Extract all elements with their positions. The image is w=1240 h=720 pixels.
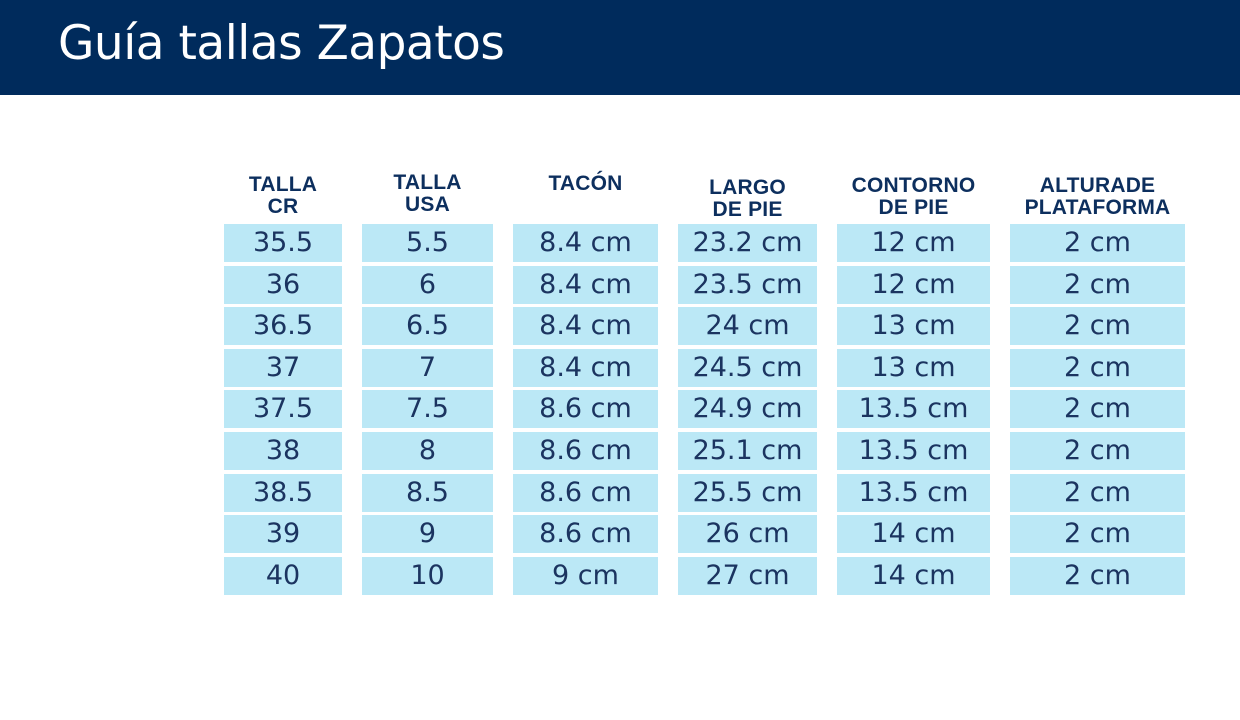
column-header-line1: ALTURADE	[1039, 174, 1156, 197]
table-cell-talla-cr: 35.5	[224, 224, 342, 262]
column-header-line2: CR	[267, 195, 299, 218]
table-cell-tacon: 8.6 cm	[513, 515, 658, 553]
table-cell-tacon: 8.4 cm	[513, 266, 658, 304]
table-cell-largo-de-pie: 23.2 cm	[678, 224, 817, 262]
table-cell-altura-plataforma: 2 cm	[1010, 307, 1185, 345]
table-cell-talla-usa: 10	[362, 557, 493, 595]
column-header-line1: TACÓN	[548, 172, 623, 195]
table-cell-largo-de-pie: 27 cm	[678, 557, 817, 595]
table-cell-contorno-de-pie: 13 cm	[837, 349, 990, 387]
header-bar: Guía tallas Zapatos	[0, 0, 1240, 95]
table-cell-largo-de-pie: 25.1 cm	[678, 432, 817, 470]
table-cell-largo-de-pie: 24.9 cm	[678, 390, 817, 428]
table-cell-talla-cr: 38	[224, 432, 342, 470]
table-cell-altura-plataforma: 2 cm	[1010, 224, 1185, 262]
column-header-line2: USA	[405, 193, 450, 216]
table-cell-talla-usa: 9	[362, 515, 493, 553]
table-cell-tacon: 8.4 cm	[513, 224, 658, 262]
table-cell-altura-plataforma: 2 cm	[1010, 432, 1185, 470]
table-cell-contorno-de-pie: 13.5 cm	[837, 432, 990, 470]
table-cell-contorno-de-pie: 13.5 cm	[837, 474, 990, 512]
column-header-tacon: TACÓN	[513, 173, 658, 195]
table-cell-largo-de-pie: 23.5 cm	[678, 266, 817, 304]
table-cell-tacon: 8.6 cm	[513, 474, 658, 512]
column-header-altura-plataforma: ALTURADE PLATAFORMA	[1010, 175, 1185, 219]
table-cell-talla-cr: 37	[224, 349, 342, 387]
table-cell-altura-plataforma: 2 cm	[1010, 390, 1185, 428]
table-cell-talla-usa: 7.5	[362, 390, 493, 428]
column-header-line1: CONTORNO	[851, 174, 976, 197]
page-title: Guía tallas Zapatos	[58, 16, 505, 71]
table-cell-altura-plataforma: 2 cm	[1010, 266, 1185, 304]
table-cell-tacon: 8.4 cm	[513, 307, 658, 345]
table-cell-talla-usa: 8	[362, 432, 493, 470]
table-cell-largo-de-pie: 24.5 cm	[678, 349, 817, 387]
table-cell-talla-usa: 6.5	[362, 307, 493, 345]
table-cell-talla-usa: 8.5	[362, 474, 493, 512]
column-header-line1: TALLA	[248, 173, 318, 196]
table-cell-contorno-de-pie: 14 cm	[837, 515, 990, 553]
table-cell-talla-cr: 36.5	[224, 307, 342, 345]
table-cell-contorno-de-pie: 13.5 cm	[837, 390, 990, 428]
column-header-talla-usa: TALLA USA	[362, 172, 493, 216]
column-header-talla-cr: TALLA CR	[224, 174, 342, 218]
table-cell-contorno-de-pie: 13 cm	[837, 307, 990, 345]
table-cell-talla-cr: 38.5	[224, 474, 342, 512]
table-cell-largo-de-pie: 26 cm	[678, 515, 817, 553]
column-header-line2: DE PIE	[878, 196, 949, 219]
column-header-line2: PLATAFORMA	[1024, 196, 1171, 219]
table-cell-talla-cr: 36	[224, 266, 342, 304]
column-header-contorno-de-pie: CONTORNO DE PIE	[837, 175, 990, 219]
table-cell-talla-cr: 39	[224, 515, 342, 553]
table-cell-tacon: 9 cm	[513, 557, 658, 595]
table-cell-contorno-de-pie: 12 cm	[837, 224, 990, 262]
table-cell-tacon: 8.4 cm	[513, 349, 658, 387]
table-cell-altura-plataforma: 2 cm	[1010, 349, 1185, 387]
table-cell-talla-usa: 5.5	[362, 224, 493, 262]
column-header-line2: DE PIE	[712, 198, 783, 221]
table-cell-talla-cr: 37.5	[224, 390, 342, 428]
table-cell-talla-usa: 7	[362, 349, 493, 387]
table-cell-tacon: 8.6 cm	[513, 390, 658, 428]
table-cell-contorno-de-pie: 14 cm	[837, 557, 990, 595]
table-cell-altura-plataforma: 2 cm	[1010, 515, 1185, 553]
table-cell-largo-de-pie: 25.5 cm	[678, 474, 817, 512]
column-header-line1: LARGO	[709, 176, 786, 199]
table-cell-talla-usa: 6	[362, 266, 493, 304]
column-header-line1: TALLA	[393, 171, 462, 194]
table-cell-altura-plataforma: 2 cm	[1010, 474, 1185, 512]
table-cell-contorno-de-pie: 12 cm	[837, 266, 990, 304]
table-cell-talla-cr: 40	[224, 557, 342, 595]
table-cell-largo-de-pie: 24 cm	[678, 307, 817, 345]
column-header-largo-de-pie: LARGO DE PIE	[678, 177, 817, 221]
table-cell-altura-plataforma: 2 cm	[1010, 557, 1185, 595]
table-cell-tacon: 8.6 cm	[513, 432, 658, 470]
